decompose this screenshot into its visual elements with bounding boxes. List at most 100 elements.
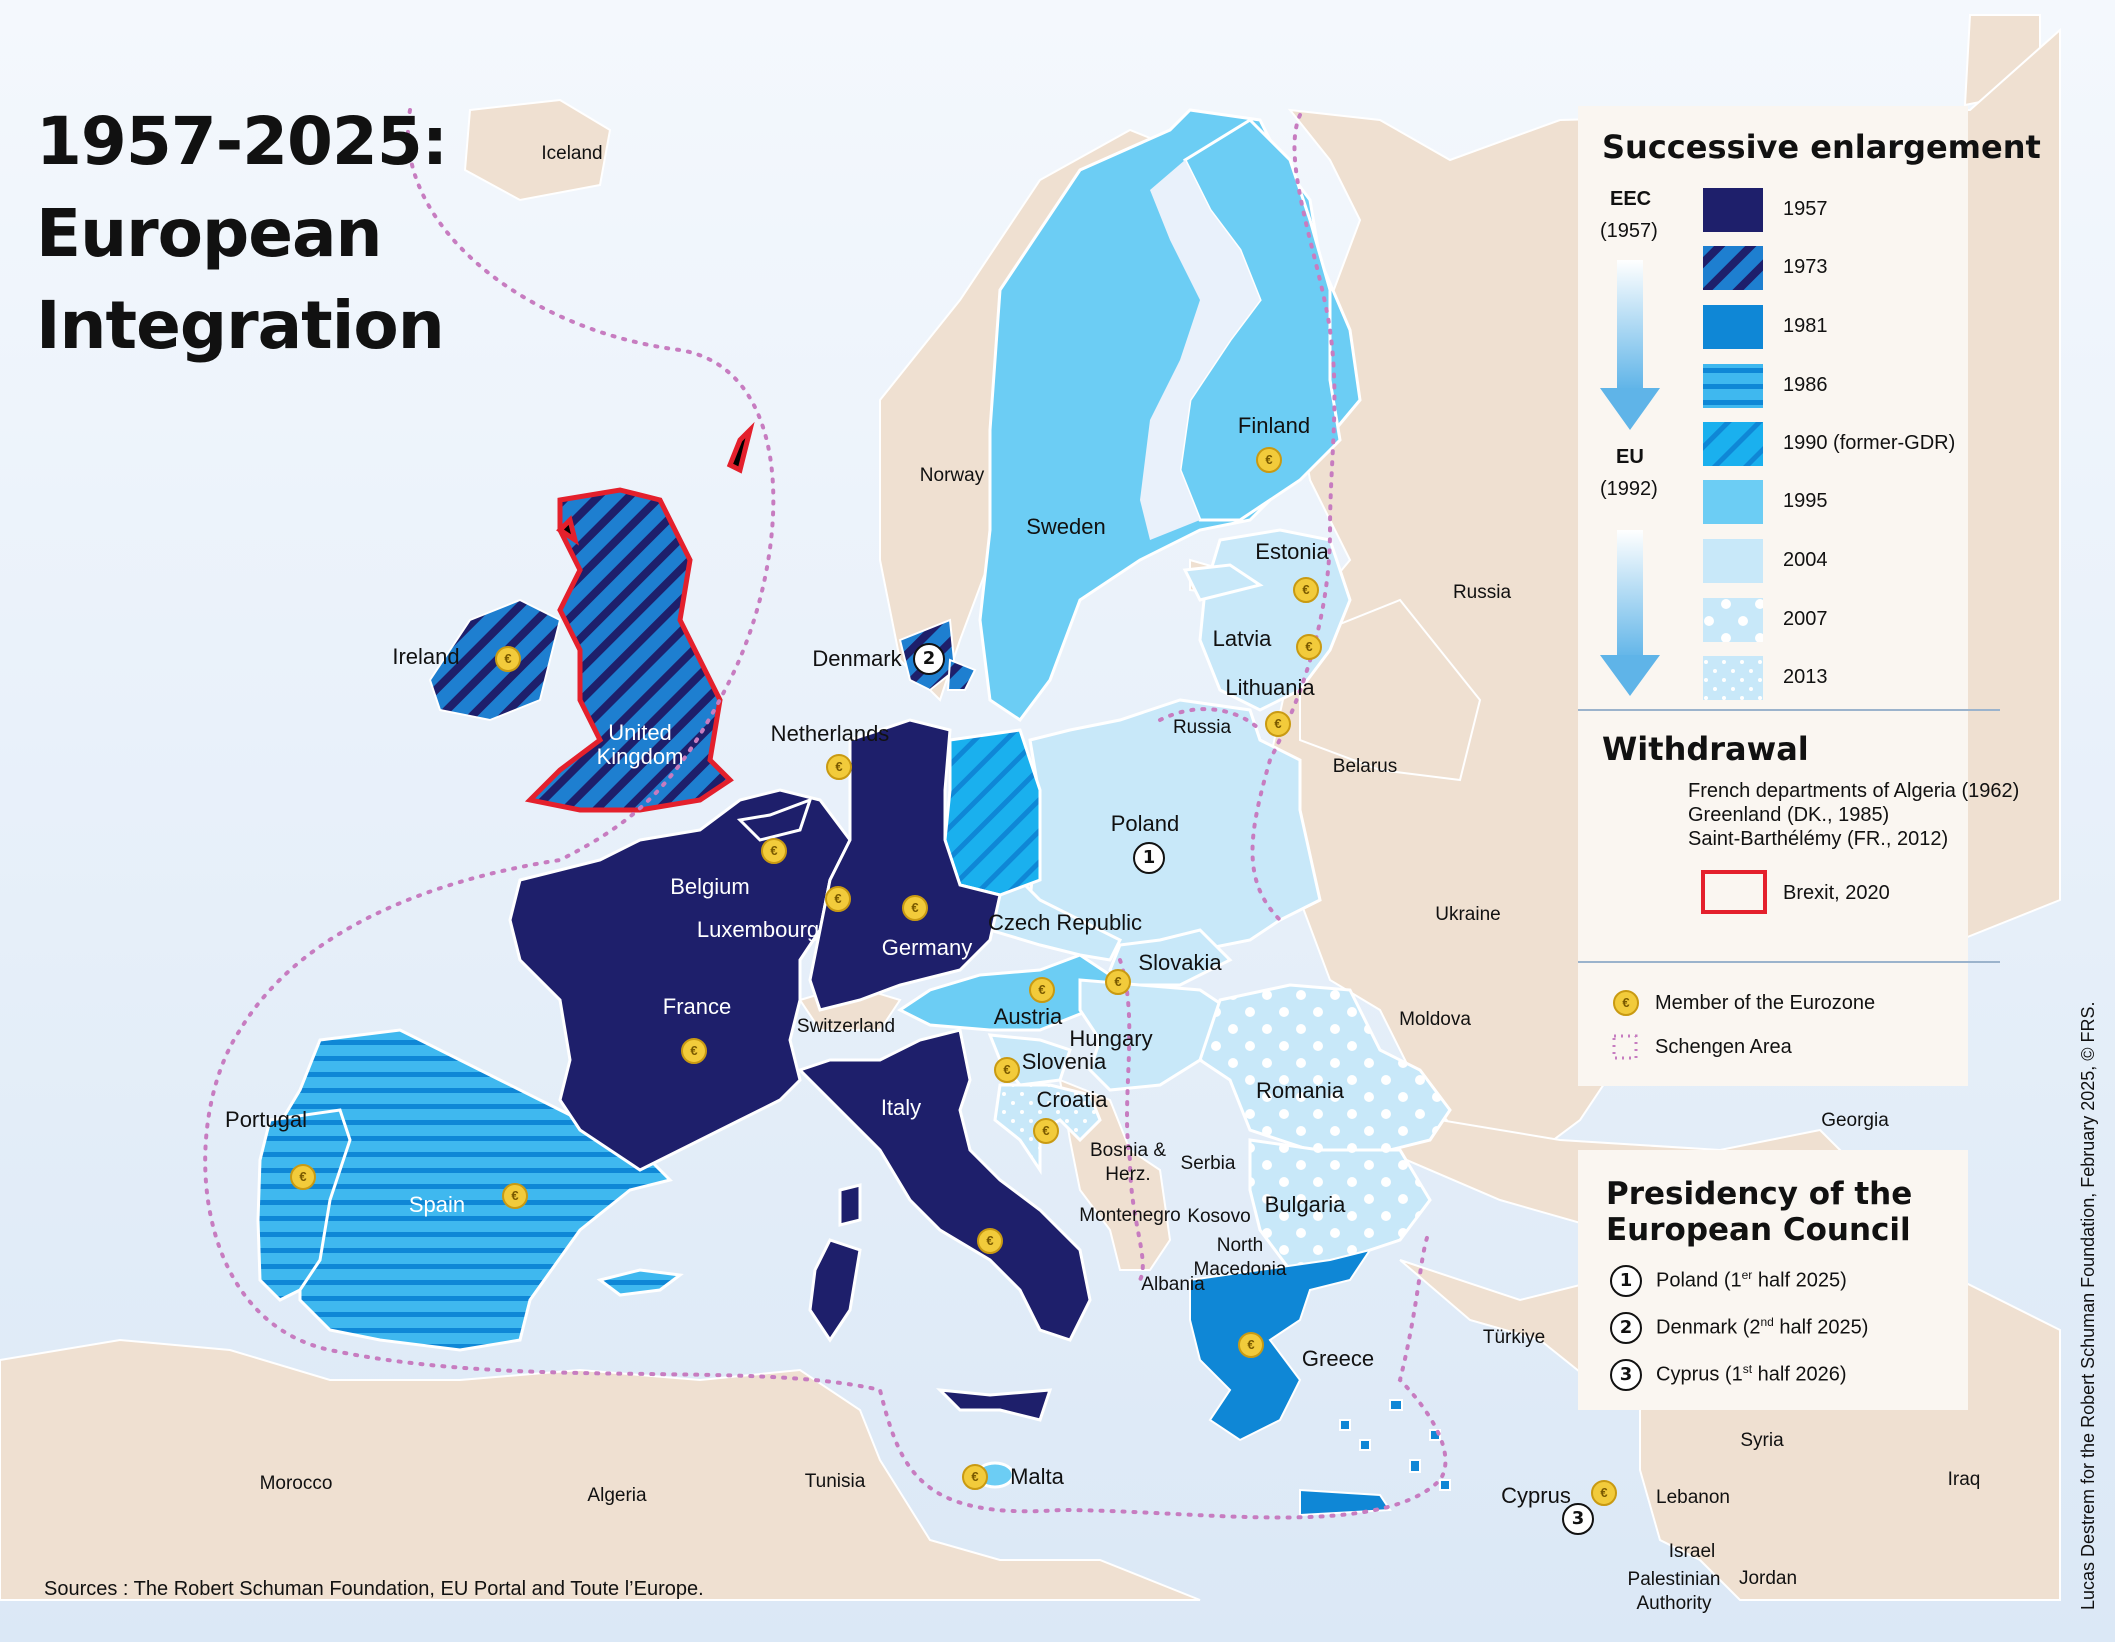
euro-coin-icon: €: [825, 886, 851, 912]
label-palestinian-authority: Palestinian Authority: [1627, 1569, 1721, 1614]
map-title: 1957-2025: European Integration: [36, 96, 448, 372]
legend-eec-year: (1957): [1600, 220, 1658, 242]
former-gdr-1990: [943, 728, 1042, 897]
label-russia: Russia: [1452, 582, 1512, 603]
presidency-ordinal: 1: [1730, 1269, 1742, 1292]
greece-1981: [1189, 1248, 1451, 1517]
legend-year-1957: 1957: [1783, 198, 1828, 220]
label-czech-republic: Czech Republic: [987, 910, 1143, 935]
legend-withdrawal-title: Withdrawal: [1602, 730, 1809, 768]
label-montenegro: Montenegro: [1079, 1205, 1181, 1226]
presidency-country: Denmark: [1656, 1316, 1738, 1339]
members-2004: [963, 528, 1352, 1092]
legend-year-1990: 1990 (former-GDR): [1783, 432, 1956, 454]
presidency-number-badge: 3: [1610, 1359, 1642, 1391]
presidency-period: half 2025): [1773, 1316, 1869, 1339]
euro-coin-icon: €: [977, 1228, 1003, 1254]
label-latvia: Latvia: [1212, 626, 1272, 651]
label-lithuania: Lithuania: [1225, 675, 1315, 700]
members-1957: [508, 718, 1092, 1422]
legend-year-2007: 2007: [1783, 608, 1828, 630]
label-moldova: Moldova: [1399, 1009, 1471, 1030]
presidency-sup: st: [1742, 1362, 1753, 1376]
uk-islands: [556, 421, 755, 546]
legend-year-1981: 1981: [1783, 315, 1828, 337]
presidency-sup: nd: [1760, 1315, 1774, 1329]
legend-swatches: [1612, 188, 1767, 1060]
author-credit: Lucas Destrem for the Robert Schuman Fou…: [2078, 1001, 2098, 1610]
label-estonia: Estonia: [1255, 539, 1329, 564]
label-north-macedonia: North Macedonia: [1193, 1235, 1287, 1280]
label-iceland: Iceland: [541, 143, 603, 164]
presidency-panel-bg: [1578, 1150, 1968, 1410]
euro-coin-icon: €: [502, 1183, 528, 1209]
label-norway: Norway: [919, 465, 985, 486]
label-jordan: Jordan: [1738, 1568, 1798, 1589]
label-poland: Poland: [1110, 811, 1180, 836]
presidency-number-badge: 2: [1610, 1312, 1642, 1344]
euro-coin-icon: €: [495, 646, 521, 672]
euro-coin-icon: €: [681, 1038, 707, 1064]
label-portugal: Portugal: [225, 1107, 307, 1132]
label-netherlands: Netherlands: [770, 721, 890, 746]
label-bulgaria: Bulgaria: [1264, 1192, 1346, 1217]
label-albania: Albania: [1141, 1274, 1205, 1295]
label-turkiye: Türkiye: [1482, 1327, 1546, 1348]
legend-arrows: [1600, 260, 1660, 696]
label-syria: Syria: [1740, 1430, 1784, 1451]
euro-coin-icon: €: [1256, 447, 1282, 473]
legend-eu-label: EU: [1616, 446, 1644, 468]
label-slovakia: Slovakia: [1138, 950, 1222, 975]
label-switzerland: Switzerland: [796, 1016, 896, 1037]
legend-year-2013: 2013: [1783, 666, 1828, 688]
presidency-title: Presidency of the European Council: [1606, 1176, 1912, 1248]
euro-coin-icon: €: [290, 1164, 316, 1190]
label-ireland: Ireland: [392, 644, 460, 669]
label-austria: Austria: [993, 1004, 1063, 1029]
presidency-period: half 2026): [1752, 1363, 1847, 1386]
legend-year-1986: 1986: [1783, 374, 1828, 396]
withdrawal-saint-barthelemy: Saint-Barthélémy (FR., 2012): [1688, 828, 1949, 850]
presidency-marker-cyprus: 3: [1562, 1503, 1594, 1535]
schengen-boundary: [203, 108, 1448, 1520]
euro-coin-icon: €: [1296, 634, 1322, 660]
euro-coin-icon: €: [1033, 1118, 1059, 1144]
presidency-marker-denmark: 2: [913, 643, 945, 675]
presidency-title-line-1: Presidency of the: [1606, 1176, 1913, 1212]
presidency-marker-poland: 1: [1133, 842, 1165, 874]
label-slovenia: Slovenia: [1021, 1049, 1107, 1074]
euro-coin-icon: €: [902, 895, 928, 921]
label-belgium: Belgium: [670, 874, 750, 899]
label-kosovo: Kosovo: [1187, 1206, 1251, 1227]
legend-eu-year: (1992): [1600, 478, 1658, 500]
presidency-ordinal: 1: [1731, 1363, 1743, 1386]
label-bosnia-herzegovina: Bosnia & Herz.: [1089, 1140, 1167, 1185]
title-line-3: Integration: [36, 287, 445, 364]
euro-coin-icon: €: [962, 1464, 988, 1490]
label-tunisia: Tunisia: [804, 1471, 866, 1492]
label-croatia: Croatia: [1036, 1087, 1108, 1112]
title-line-1: 1957-2025:: [36, 103, 448, 180]
label-lebanon: Lebanon: [1656, 1487, 1730, 1508]
label-sweden: Sweden: [1026, 514, 1106, 539]
presidency-country: Cyprus: [1656, 1363, 1720, 1386]
legend-enlargement-title: Successive enlargement: [1602, 128, 2041, 166]
label-romania: Romania: [1255, 1078, 1345, 1103]
presidency-ordinal: 2: [1749, 1316, 1761, 1339]
label-denmark: Denmark: [812, 646, 902, 671]
label-israel: Israel: [1668, 1541, 1716, 1562]
presidency-period: half 2025): [1752, 1269, 1847, 1292]
withdrawal-algeria: French departments of Algeria (1962): [1688, 780, 2020, 802]
legend-schengen: Schengen Area: [1655, 1036, 1792, 1058]
presidency-title-line-2: European Council: [1606, 1212, 1911, 1248]
label-italy: Italy: [880, 1095, 922, 1120]
euro-coin-icon: €: [1613, 990, 1639, 1016]
label-finland: Finland: [1237, 413, 1311, 438]
label-russia-kaliningrad: Russia: [1172, 717, 1232, 738]
label-morocco: Morocco: [259, 1473, 333, 1494]
euro-coin-icon: €: [1265, 711, 1291, 737]
croatia-2013: [993, 1083, 1102, 1175]
legend-year-1973: 1973: [1783, 256, 1828, 278]
label-iraq: Iraq: [1947, 1469, 1981, 1490]
label-serbia: Serbia: [1180, 1153, 1236, 1174]
